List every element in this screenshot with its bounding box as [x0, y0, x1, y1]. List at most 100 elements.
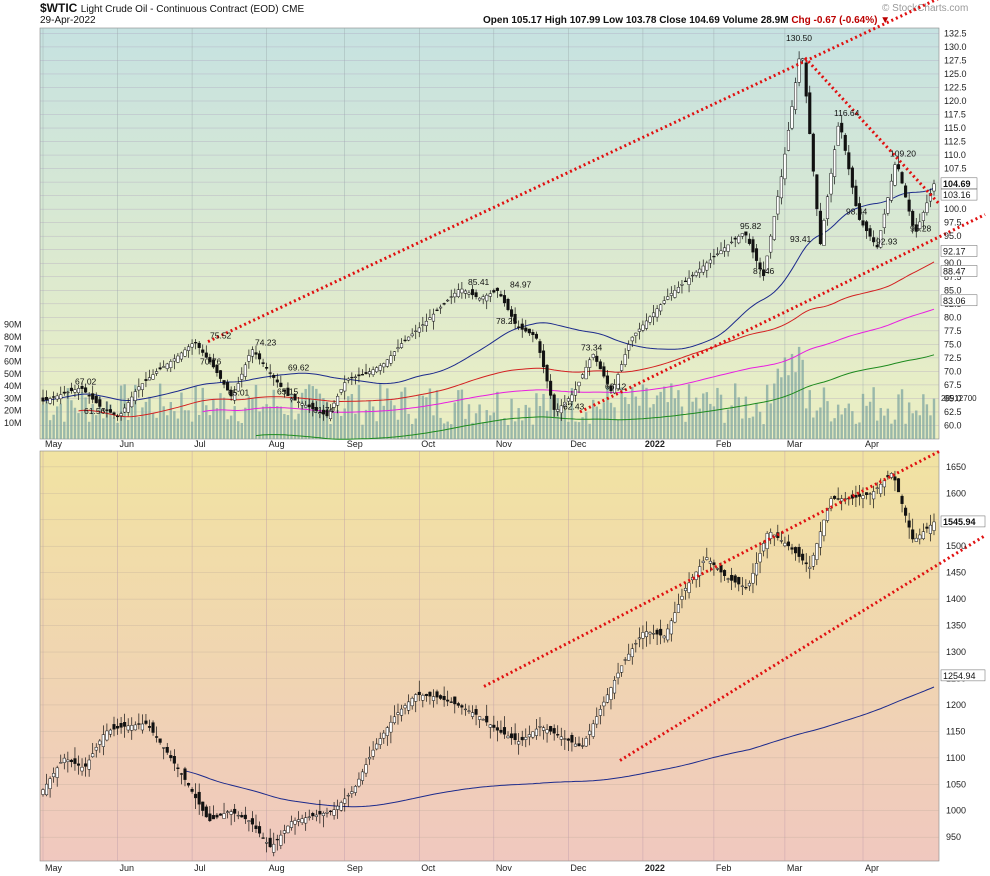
volume-bar	[130, 406, 133, 439]
price-annotation: 61.74	[313, 405, 335, 415]
candle-body	[662, 635, 666, 639]
volume-bar	[900, 389, 904, 439]
volume-tick: 60M	[4, 357, 22, 367]
volume-bar	[212, 399, 215, 439]
candle-body	[119, 723, 123, 728]
price-tick: 107.5	[944, 164, 967, 174]
candle-body	[730, 574, 734, 581]
candle-body	[751, 572, 755, 584]
price-tick: 72.5	[944, 353, 962, 363]
volume-bar	[471, 422, 474, 439]
candle-body	[762, 543, 766, 552]
volume-bar	[744, 396, 748, 439]
month-label: Dec	[570, 439, 587, 449]
price-tick: 75.0	[944, 339, 962, 349]
candle-body	[115, 725, 120, 729]
candle-body	[705, 557, 709, 560]
price-tag	[940, 177, 978, 190]
candle-body	[566, 398, 570, 402]
candle-body	[318, 412, 322, 414]
volume-bar	[620, 387, 623, 439]
month-label: Sep	[347, 439, 363, 449]
volume-bar	[737, 397, 740, 439]
candle-body	[882, 213, 886, 228]
price-tag-label: 92.17	[943, 247, 966, 257]
candle-body	[357, 778, 361, 787]
candle-body	[91, 393, 95, 400]
candle-body	[162, 747, 166, 749]
volume-bar	[162, 406, 165, 439]
candle-body	[254, 352, 258, 355]
candle-body	[794, 82, 798, 110]
volume-bar	[190, 421, 194, 439]
candle-body	[570, 735, 574, 743]
candle-body	[279, 382, 283, 387]
volume-bar	[350, 394, 354, 439]
price-annotation: 130.50	[786, 33, 812, 43]
volume-bar	[48, 420, 52, 439]
candle-body	[179, 352, 183, 360]
candle-body	[932, 521, 936, 531]
candle-body	[55, 767, 59, 778]
candle-body	[446, 299, 450, 302]
candle-body	[833, 149, 837, 177]
volume-bar	[361, 424, 364, 439]
candle-body	[790, 547, 794, 550]
volume-bar	[148, 396, 151, 439]
volume-bar	[126, 419, 130, 439]
month-label: 2022	[645, 439, 665, 449]
volume-bar	[464, 418, 467, 439]
candle-body	[847, 152, 851, 170]
volume-bar	[922, 394, 925, 439]
volume-bar	[677, 390, 680, 439]
volume-bar	[478, 404, 481, 439]
candle-body	[772, 216, 776, 240]
candle-body	[186, 783, 191, 786]
price-tick: 85.0	[944, 285, 962, 295]
volume-bar	[485, 410, 488, 439]
candle-body	[151, 722, 155, 733]
volume-bar	[872, 387, 875, 439]
price-annotation: 67.02	[75, 377, 97, 387]
candle-body	[385, 359, 389, 367]
candle-body	[211, 359, 215, 368]
candle-body	[488, 293, 492, 297]
candle-body	[396, 347, 400, 349]
volume-bar	[325, 401, 329, 439]
month-label: 2022	[645, 863, 665, 873]
candle-body	[673, 290, 677, 298]
candle-body	[158, 367, 162, 370]
symbol: $WTIC	[40, 1, 78, 15]
volume-bar	[730, 405, 733, 439]
candle-body	[407, 336, 411, 341]
candle-body	[758, 262, 762, 270]
price-tick: 1650	[946, 462, 966, 472]
volume-bar	[237, 421, 240, 439]
price-annotation: 98.44	[846, 207, 868, 217]
candle-body	[825, 196, 830, 219]
volume-bar	[638, 405, 641, 439]
volume-bar	[180, 392, 183, 439]
volume-bar	[631, 386, 634, 439]
candle-body	[357, 374, 361, 377]
candle-body	[644, 320, 649, 329]
candle-body	[488, 724, 492, 728]
candle-body	[190, 343, 194, 348]
volume-bar	[513, 421, 517, 439]
price-annotation: 95.28	[910, 224, 932, 234]
candle-body	[630, 336, 634, 342]
volume-bar	[577, 422, 581, 439]
candle-body	[360, 374, 365, 376]
candle-body	[502, 727, 507, 735]
volume-bar	[670, 383, 673, 439]
price-tick: 115.0	[944, 123, 966, 133]
candle-body	[467, 292, 471, 295]
candle-body	[392, 351, 396, 356]
candle-body	[378, 365, 382, 371]
volume-bar	[584, 412, 588, 439]
candle-body	[439, 695, 443, 699]
candle-body	[889, 180, 893, 201]
candle-body	[534, 728, 538, 736]
candle-body	[527, 734, 531, 738]
candle-body	[570, 394, 574, 402]
